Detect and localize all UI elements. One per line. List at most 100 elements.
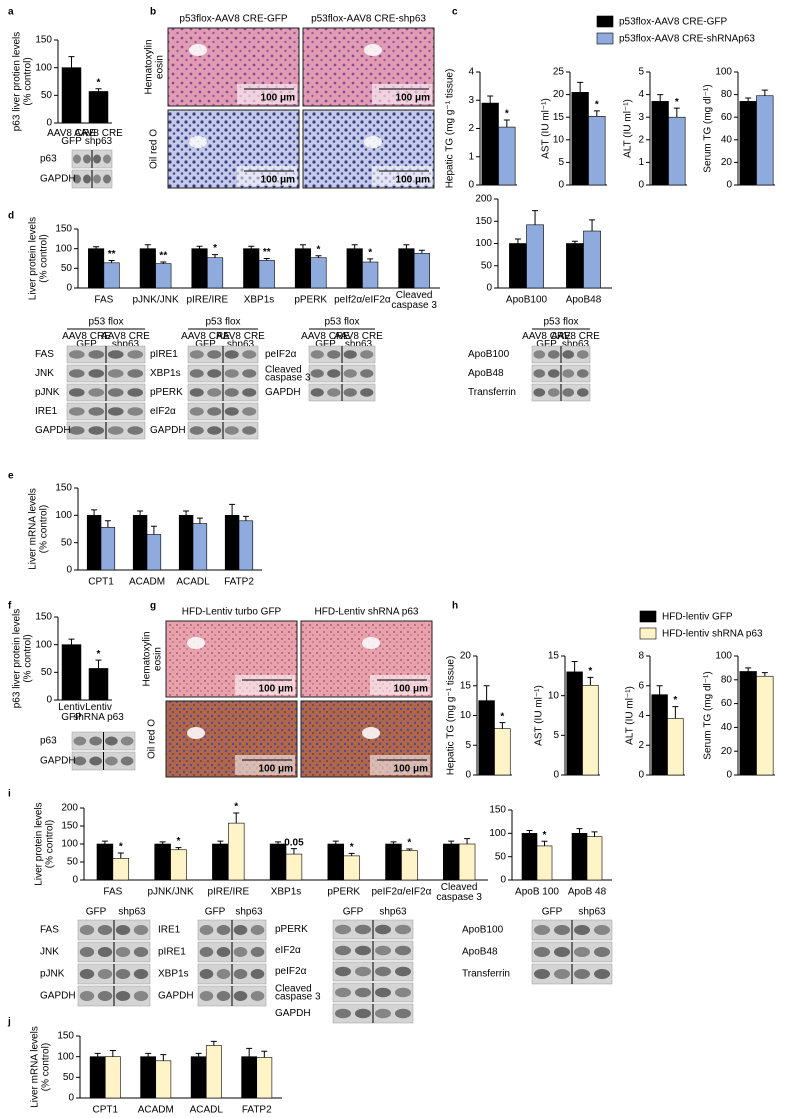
y-axis-label: AST (IU ml⁻¹) [534, 685, 545, 746]
error-bar [403, 244, 410, 249]
blot-band [233, 969, 248, 979]
blot-row-label: GAPDH [35, 425, 71, 436]
blot-column-label: GFP [205, 907, 226, 918]
error-bar [94, 1052, 101, 1057]
blot-band [355, 966, 371, 977]
error-bar [576, 828, 583, 834]
y-tick-label: 3 [468, 95, 474, 106]
y-tick-label: 200 [61, 803, 78, 814]
y-tick-label: 50 [41, 667, 53, 678]
bar [478, 700, 495, 776]
blot-band [79, 969, 95, 979]
y-tick-label: 50 [495, 851, 507, 862]
scale-label: 100 μm [394, 764, 429, 775]
blot-band [574, 969, 590, 979]
blot-band [97, 969, 113, 979]
legend-swatch [639, 627, 657, 640]
scale-label: 100 μm [261, 93, 296, 104]
blot-band [554, 947, 570, 957]
bar [96, 843, 114, 881]
blot-column-label: AAV8 CRE shp63 [334, 331, 383, 350]
blot-band [576, 388, 589, 397]
significance-label: * [317, 244, 321, 255]
image-row-label: Oil red O [149, 129, 160, 169]
y-tick-label: 100 [35, 62, 52, 73]
blot-band [250, 925, 265, 935]
x-tick-label: pJNK/JNK [133, 295, 179, 306]
bar [146, 534, 162, 571]
blot-row-label: eIF2α [275, 945, 301, 956]
bar [192, 523, 208, 571]
blot-band [107, 407, 124, 416]
error-bar [745, 667, 752, 672]
blot-band [189, 369, 204, 378]
x-tick-label: Cleaved caspase 3 [436, 882, 482, 903]
blot-band [562, 388, 575, 397]
bar [89, 1056, 106, 1099]
blot-row-label: pPERK [275, 924, 308, 935]
blot-header: p53 flox [88, 317, 123, 328]
y-tick-label: 50 [67, 857, 79, 868]
legend-swatch [596, 15, 614, 28]
blot-row-label: XBP1s [158, 969, 189, 980]
vessel [362, 727, 380, 739]
blot-band [189, 388, 204, 397]
bar [571, 92, 589, 186]
significance-label: * [97, 77, 101, 88]
error-bar [514, 238, 521, 244]
blot-band [554, 969, 570, 979]
y-tick-label: 150 [35, 612, 52, 623]
blot-band [103, 154, 111, 164]
blot-row-label: FAS [40, 925, 59, 936]
bar [86, 515, 102, 571]
error-bar [761, 672, 768, 677]
bar [583, 230, 601, 289]
blot-band [594, 947, 610, 957]
blot-band [224, 350, 239, 359]
bar [586, 836, 603, 881]
error-bar [91, 509, 98, 516]
bar [668, 116, 686, 186]
y-tick-label: 2 [638, 740, 644, 751]
significance-label: * [213, 243, 217, 254]
vessel [189, 44, 207, 56]
blot-band [97, 947, 113, 957]
error-bar [418, 249, 425, 254]
bar [155, 263, 172, 289]
y-axis-label: ALT (IU ml⁻¹) [623, 99, 634, 158]
y-tick-label: 100 [475, 238, 492, 249]
y-tick-label: 0 [638, 180, 644, 191]
bar [100, 527, 116, 571]
blot-column-label: AAV8 CRE GFP [301, 331, 350, 350]
y-tick-label: 5 [558, 157, 564, 168]
bar [241, 1056, 258, 1099]
y-tick-label: 0 [46, 695, 52, 706]
y-tick-label: 0 [486, 283, 492, 294]
scale-label: 100 μm [396, 175, 431, 186]
bar [498, 126, 516, 186]
blot-band [68, 407, 85, 416]
bar [494, 728, 511, 776]
y-tick-label: 100 [55, 243, 72, 254]
error-bar [104, 520, 111, 528]
y-tick-label: 2 [468, 123, 474, 134]
blot-band [360, 350, 374, 359]
blot-row-label: JNK [35, 368, 54, 379]
bar [243, 248, 260, 289]
legend-swatch [596, 32, 614, 45]
blot-column-label: AAV8 CRE shp63 [216, 331, 265, 350]
bar [227, 822, 245, 881]
y-axis-label: Liver mRNA levels(% control) [27, 488, 49, 570]
significance-label: * [350, 842, 354, 853]
blot-band [93, 174, 101, 184]
significance-label: * [675, 97, 679, 108]
blot-band [207, 350, 222, 359]
bar [103, 262, 120, 289]
blot-row-label: Transferrin [468, 387, 516, 398]
y-tick-label: 15 [553, 112, 565, 123]
blot-band [189, 350, 204, 359]
y-tick-label: 100 [55, 510, 72, 521]
bar [566, 243, 584, 289]
x-tick-label: XBP1s [244, 295, 275, 306]
bar [238, 520, 254, 571]
